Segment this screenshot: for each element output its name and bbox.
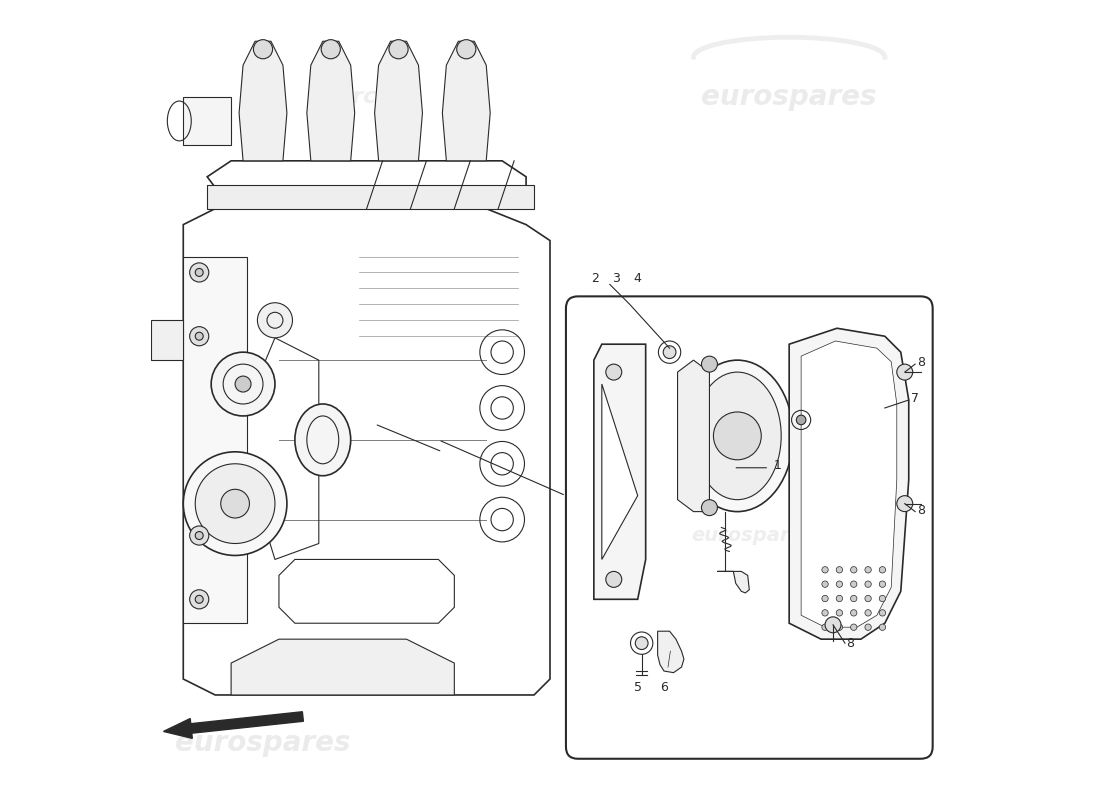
Polygon shape bbox=[789, 328, 909, 639]
Text: 1: 1 bbox=[773, 459, 781, 472]
Ellipse shape bbox=[257, 302, 293, 338]
Ellipse shape bbox=[850, 624, 857, 630]
Text: 7: 7 bbox=[911, 392, 920, 406]
Ellipse shape bbox=[389, 40, 408, 58]
Polygon shape bbox=[184, 257, 248, 623]
Ellipse shape bbox=[253, 40, 273, 58]
Ellipse shape bbox=[663, 346, 676, 358]
Text: 8: 8 bbox=[916, 356, 925, 369]
Polygon shape bbox=[801, 341, 896, 627]
Ellipse shape bbox=[195, 531, 204, 539]
Ellipse shape bbox=[321, 40, 340, 58]
Ellipse shape bbox=[822, 581, 828, 587]
Ellipse shape bbox=[865, 624, 871, 630]
Ellipse shape bbox=[836, 566, 843, 573]
Ellipse shape bbox=[693, 372, 781, 500]
Polygon shape bbox=[207, 185, 535, 209]
Ellipse shape bbox=[195, 464, 275, 543]
Ellipse shape bbox=[702, 356, 717, 372]
Polygon shape bbox=[279, 559, 454, 623]
Polygon shape bbox=[207, 161, 526, 209]
Ellipse shape bbox=[822, 566, 828, 573]
Polygon shape bbox=[375, 42, 422, 161]
Ellipse shape bbox=[221, 490, 250, 518]
Ellipse shape bbox=[702, 500, 717, 515]
Ellipse shape bbox=[606, 571, 621, 587]
Polygon shape bbox=[231, 639, 454, 695]
Ellipse shape bbox=[879, 581, 886, 587]
Ellipse shape bbox=[850, 595, 857, 602]
Ellipse shape bbox=[714, 412, 761, 460]
Ellipse shape bbox=[211, 352, 275, 416]
Text: 6: 6 bbox=[660, 681, 668, 694]
Ellipse shape bbox=[295, 404, 351, 476]
Text: eurospares: eurospares bbox=[175, 729, 351, 757]
Text: eurospares: eurospares bbox=[692, 526, 815, 545]
Ellipse shape bbox=[822, 595, 828, 602]
Text: eurospares: eurospares bbox=[702, 83, 877, 111]
Ellipse shape bbox=[896, 496, 913, 512]
Text: 8: 8 bbox=[916, 504, 925, 517]
Polygon shape bbox=[442, 42, 491, 161]
Ellipse shape bbox=[865, 581, 871, 587]
Ellipse shape bbox=[195, 595, 204, 603]
Ellipse shape bbox=[850, 581, 857, 587]
Ellipse shape bbox=[850, 610, 857, 616]
Text: sparco: sparco bbox=[309, 87, 393, 107]
Ellipse shape bbox=[865, 610, 871, 616]
Polygon shape bbox=[658, 631, 684, 673]
Ellipse shape bbox=[189, 263, 209, 282]
Ellipse shape bbox=[865, 566, 871, 573]
Ellipse shape bbox=[822, 610, 828, 616]
Ellipse shape bbox=[865, 595, 871, 602]
Text: 2: 2 bbox=[592, 272, 600, 285]
Polygon shape bbox=[152, 320, 184, 360]
Ellipse shape bbox=[879, 610, 886, 616]
Ellipse shape bbox=[184, 452, 287, 555]
Polygon shape bbox=[307, 42, 354, 161]
Text: 4: 4 bbox=[632, 272, 641, 285]
Ellipse shape bbox=[606, 364, 621, 380]
Ellipse shape bbox=[195, 332, 204, 340]
Ellipse shape bbox=[879, 624, 886, 630]
Polygon shape bbox=[717, 571, 749, 593]
Ellipse shape bbox=[879, 566, 886, 573]
Ellipse shape bbox=[636, 637, 648, 650]
Ellipse shape bbox=[850, 566, 857, 573]
Ellipse shape bbox=[836, 581, 843, 587]
FancyBboxPatch shape bbox=[565, 296, 933, 758]
Ellipse shape bbox=[822, 624, 828, 630]
FancyArrow shape bbox=[164, 712, 304, 738]
Text: 8: 8 bbox=[847, 637, 855, 650]
Ellipse shape bbox=[235, 376, 251, 392]
Ellipse shape bbox=[836, 610, 843, 616]
Polygon shape bbox=[678, 360, 710, 512]
Ellipse shape bbox=[456, 40, 476, 58]
Polygon shape bbox=[184, 209, 550, 695]
Ellipse shape bbox=[879, 595, 886, 602]
Ellipse shape bbox=[195, 269, 204, 277]
Polygon shape bbox=[594, 344, 646, 599]
Ellipse shape bbox=[836, 624, 843, 630]
Text: 3: 3 bbox=[613, 272, 620, 285]
Ellipse shape bbox=[836, 595, 843, 602]
Text: 5: 5 bbox=[634, 681, 641, 694]
Ellipse shape bbox=[896, 364, 913, 380]
Polygon shape bbox=[184, 97, 231, 145]
Ellipse shape bbox=[796, 415, 806, 425]
Ellipse shape bbox=[825, 617, 842, 633]
Ellipse shape bbox=[682, 360, 793, 512]
Ellipse shape bbox=[189, 326, 209, 346]
Polygon shape bbox=[239, 42, 287, 161]
Ellipse shape bbox=[189, 590, 209, 609]
Ellipse shape bbox=[189, 526, 209, 545]
Polygon shape bbox=[602, 384, 638, 559]
